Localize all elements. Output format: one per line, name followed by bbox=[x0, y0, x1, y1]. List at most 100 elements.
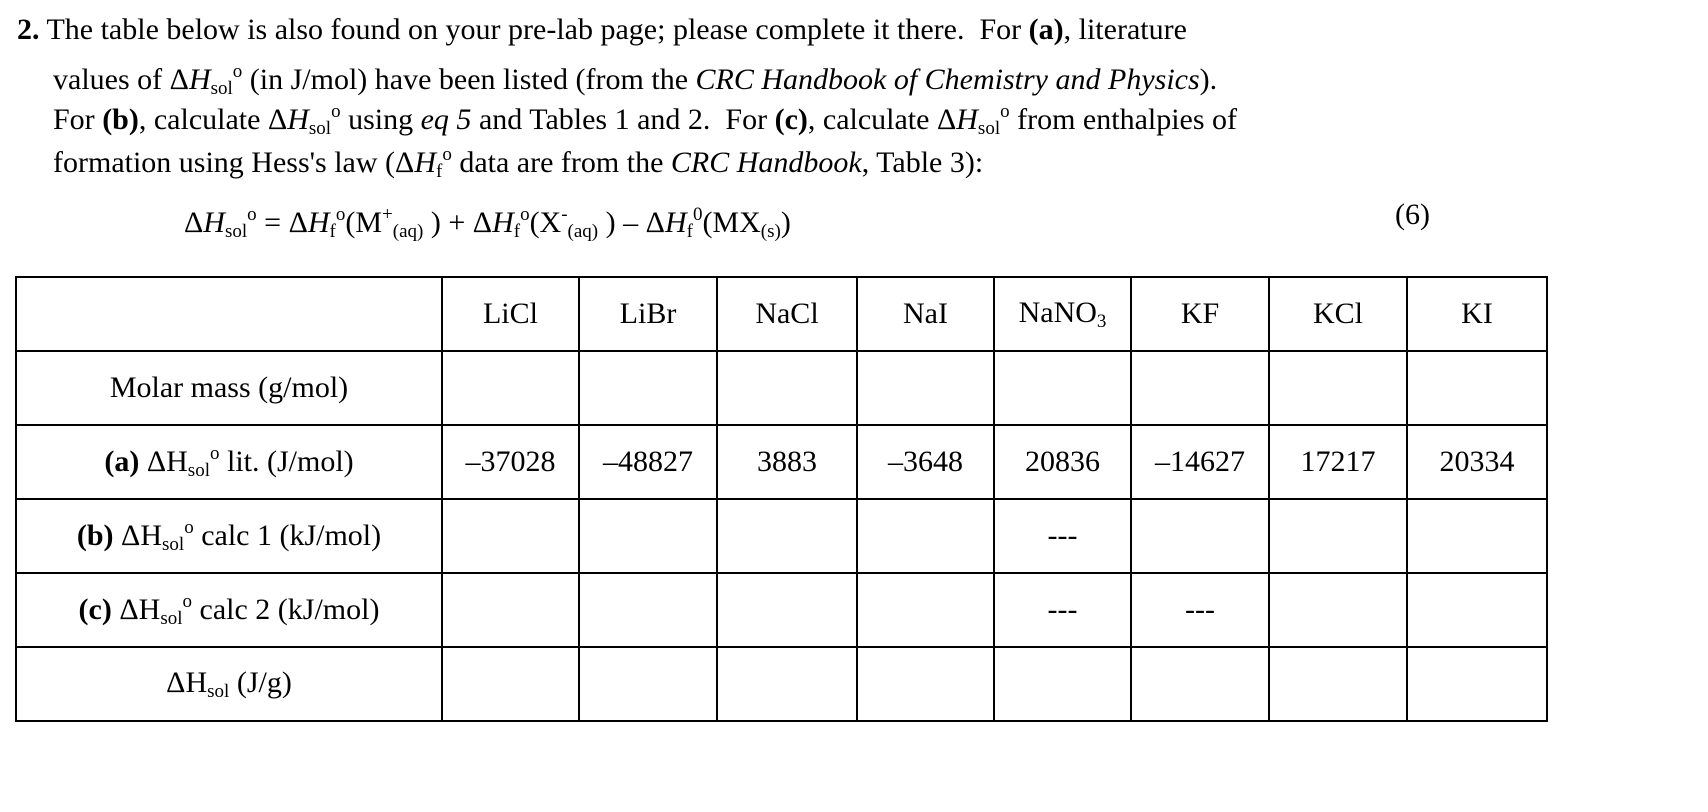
table-cell[interactable] bbox=[716, 572, 858, 648]
text-segment: (a) bbox=[1028, 13, 1064, 46]
table-cell[interactable] bbox=[856, 350, 995, 426]
text-segment: H bbox=[492, 206, 514, 239]
text-segment: f bbox=[329, 221, 336, 242]
table-cell[interactable] bbox=[716, 350, 858, 426]
text-segment: f bbox=[436, 161, 443, 182]
table-cell[interactable]: –3648 bbox=[856, 424, 995, 500]
table-cell[interactable] bbox=[1268, 646, 1408, 722]
row-label: ΔHsol (J/g) bbox=[15, 646, 443, 722]
table-cell[interactable]: 20836 bbox=[993, 424, 1132, 500]
table-cell[interactable]: --- bbox=[993, 498, 1132, 574]
text-segment: KF bbox=[1180, 297, 1220, 330]
text-segment: calc 2 (kJ/mol) bbox=[192, 592, 380, 626]
table-cell[interactable] bbox=[856, 498, 995, 574]
column-header: KI bbox=[1406, 276, 1548, 352]
text-segment: sol bbox=[308, 118, 332, 139]
text-segment: eq 5 bbox=[420, 103, 472, 136]
table-cell[interactable]: –48827 bbox=[578, 424, 718, 500]
equation-number: (6) bbox=[1395, 198, 1430, 231]
table-cell[interactable] bbox=[578, 572, 718, 648]
table-cell[interactable]: –14627 bbox=[1130, 424, 1270, 500]
table-cell[interactable]: 20334 bbox=[1406, 424, 1548, 500]
text-segment: , calculate Δ bbox=[138, 103, 288, 136]
text-segment: sol bbox=[160, 607, 183, 629]
text-segment: f bbox=[513, 221, 521, 242]
column-header: NaI bbox=[856, 276, 995, 352]
table-row: (b) ΔHsolo calc 1 (kJ/mol) --- bbox=[15, 498, 1548, 574]
table-cell[interactable]: --- bbox=[1130, 572, 1270, 648]
text-segment: (s) bbox=[760, 221, 781, 242]
table-cell[interactable] bbox=[441, 572, 580, 648]
table-cell[interactable] bbox=[578, 350, 718, 426]
text-segment: using bbox=[340, 103, 421, 136]
text-segment: ΔH bbox=[139, 444, 188, 478]
table-cell[interactable] bbox=[1406, 646, 1548, 722]
text-segment: and Tables 1 and 2. For bbox=[471, 103, 775, 136]
text-segment: NaI bbox=[903, 297, 948, 330]
table-cell[interactable] bbox=[856, 646, 995, 722]
text-segment: o bbox=[184, 516, 194, 538]
text-segment: sol bbox=[224, 221, 248, 242]
text-segment: H bbox=[307, 206, 330, 239]
text-segment: formation using Hess's law (Δ bbox=[53, 146, 415, 179]
question-line-3: For (b), calculate ΔHsolo using eq 5 and… bbox=[53, 94, 1237, 147]
row-label: (c) ΔHsolo calc 2 (kJ/mol) bbox=[15, 572, 443, 648]
text-segment: KI bbox=[1461, 297, 1493, 330]
hess-law-equation: ΔHsolo = ΔHfo(M+(aq) ) + ΔHfo(X-(aq) ) –… bbox=[184, 197, 791, 250]
table-cell[interactable] bbox=[1268, 572, 1408, 648]
table-cell[interactable] bbox=[1406, 572, 1548, 648]
text-segment: o bbox=[331, 101, 341, 122]
question-line-4: formation using Hess's law (ΔHfo data ar… bbox=[53, 137, 983, 190]
text-segment: ΔH bbox=[111, 592, 161, 626]
table-cell[interactable] bbox=[1406, 498, 1548, 574]
text-segment: (X bbox=[529, 206, 562, 239]
table-cell[interactable] bbox=[1130, 646, 1270, 722]
table-cell[interactable]: 3883 bbox=[716, 424, 858, 500]
text-segment: For bbox=[53, 103, 103, 136]
row-label: (b) ΔHsolo calc 1 (kJ/mol) bbox=[15, 498, 443, 574]
table-row: ΔHsol (J/g) bbox=[15, 646, 1548, 722]
table-cell[interactable] bbox=[716, 646, 858, 722]
text-segment: LiCl bbox=[482, 297, 538, 330]
table-cell[interactable] bbox=[578, 498, 718, 574]
table-cell[interactable]: –37028 bbox=[441, 424, 580, 500]
table-cell[interactable] bbox=[1268, 498, 1408, 574]
table-cell[interactable] bbox=[716, 498, 858, 574]
table-cell[interactable] bbox=[441, 350, 580, 426]
table-cell[interactable] bbox=[1406, 350, 1548, 426]
header-corner-cell bbox=[15, 276, 443, 352]
table-cell[interactable] bbox=[1268, 350, 1408, 426]
table-cell[interactable]: 17217 bbox=[1268, 424, 1408, 500]
text-segment: sol bbox=[977, 118, 1001, 139]
text-segment: H bbox=[956, 103, 978, 136]
table-cell[interactable] bbox=[1130, 350, 1270, 426]
text-segment: o bbox=[209, 442, 220, 464]
text-segment: + bbox=[382, 204, 393, 225]
text-segment: f bbox=[686, 221, 693, 242]
text-segment: o bbox=[232, 61, 243, 82]
text-segment: (c) bbox=[78, 592, 112, 626]
text-segment: - bbox=[561, 204, 568, 225]
column-header: KF bbox=[1130, 276, 1270, 352]
row-label: (a) ΔHsolo lit. (J/mol) bbox=[15, 424, 443, 500]
table-cell[interactable]: --- bbox=[993, 572, 1132, 648]
text-segment: NaNO bbox=[1018, 295, 1097, 329]
text-segment: sol bbox=[210, 78, 233, 99]
table-cell[interactable] bbox=[993, 350, 1132, 426]
table-cell[interactable] bbox=[993, 646, 1132, 722]
text-segment: (c) bbox=[774, 103, 808, 136]
table-row: (c) ΔHsolo calc 2 (kJ/mol) --- --- bbox=[15, 572, 1548, 648]
text-segment: 2. bbox=[17, 13, 40, 46]
text-segment: o bbox=[335, 204, 346, 225]
question-line-1: 2. The table below is also found on your… bbox=[17, 12, 1187, 48]
table-cell[interactable] bbox=[856, 572, 995, 648]
table-cell[interactable] bbox=[578, 646, 718, 722]
column-header: NaNO3 bbox=[993, 276, 1132, 352]
table-row: Molar mass (g/mol) bbox=[15, 350, 1548, 426]
question-line-2: values of ΔHsolo (in J/mol) have been li… bbox=[53, 54, 1217, 107]
table-cell[interactable] bbox=[441, 646, 580, 722]
table-cell[interactable] bbox=[441, 498, 580, 574]
text-segment: 0 bbox=[692, 204, 703, 225]
text-segment: o bbox=[442, 144, 452, 165]
table-cell[interactable] bbox=[1130, 498, 1270, 574]
